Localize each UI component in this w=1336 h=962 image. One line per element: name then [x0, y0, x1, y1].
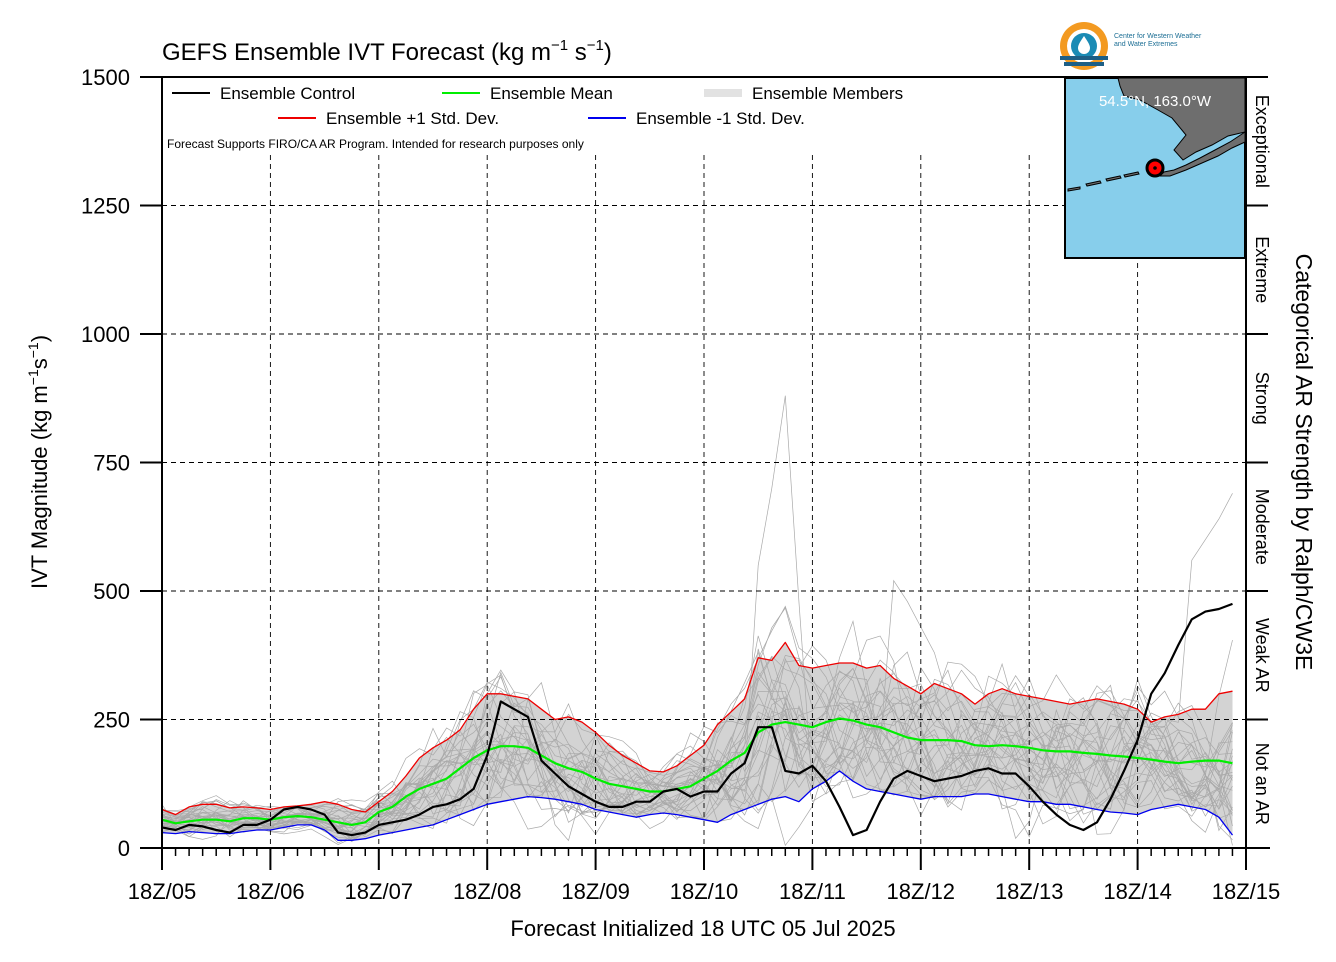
inset-land-alaska: [1117, 77, 1246, 161]
category-label: Moderate: [1252, 489, 1272, 565]
x-tick-label: 18Z/07: [345, 879, 414, 904]
category-label: Extreme: [1252, 236, 1272, 303]
ensemble-member-line: [161, 705, 1233, 835]
x-axis-label: Forecast Initialized 18 UTC 05 Jul 2025: [510, 916, 895, 941]
gridlines: [162, 155, 1246, 848]
ensemble-member-line: [161, 712, 1233, 844]
category-label: Exceptional: [1252, 95, 1272, 188]
ensemble-member-line: [161, 605, 1233, 835]
y-tick-label: 1000: [81, 322, 130, 347]
disclaimer-note: Forecast Supports FIRO/CA AR Program. In…: [167, 137, 584, 151]
cw3e-logo-text: Center for Western Weather and Water Ext…: [1114, 33, 1202, 48]
cw3e-logo: Center for Western Weather and Water Ext…: [1058, 20, 1298, 72]
x-tick-label: 18Z/12: [887, 879, 956, 904]
category-label: Weak AR: [1252, 618, 1272, 693]
x-tick-label: 18Z/14: [1103, 879, 1172, 904]
x-tick-label: 18Z/06: [236, 879, 305, 904]
axes: [140, 76, 1270, 870]
ar-category-labels: Not an AR Weak AR Moderate Strong Extreme Exc…: [1252, 95, 1272, 825]
series-line-ensemble-1-std-dev-: [161, 641, 1233, 816]
ensemble-member-line: [161, 493, 1233, 839]
series-line-ensemble-mean: [161, 717, 1233, 826]
x-tick-label: 18Z/13: [995, 879, 1064, 904]
y-tick-label: 500: [93, 579, 130, 604]
cw3e-logo-icon: [1060, 22, 1108, 70]
ensemble-member-line: [161, 651, 1233, 828]
legend-label: Ensemble +1 Std. Dev.: [326, 109, 499, 128]
y-tick-label: 1500: [81, 65, 130, 90]
y-tick-label: 750: [93, 451, 130, 476]
y-tick-label: 0: [118, 836, 130, 861]
x-tick-label: 18Z/10: [670, 879, 739, 904]
ensemble-members-layer: [161, 395, 1233, 847]
legend-label: Ensemble Control: [220, 84, 355, 103]
location-inset-map: 54.5°N, 163.0°W: [1064, 77, 1246, 259]
ensemble-member-line: [161, 696, 1233, 847]
y-axis-label: IVT Magnitude (kg m−1s−1): [25, 335, 52, 589]
ensemble-member-line: [161, 671, 1233, 835]
ensemble-member-line: [161, 635, 1233, 828]
x-tick-label: 18Z/11: [779, 879, 846, 904]
legend-label: Ensemble Mean: [490, 84, 613, 103]
y-tick-label: 1250: [81, 194, 130, 219]
legend: Ensemble Control Ensemble Mean Ensemble Me…: [172, 84, 903, 128]
x-tick-label: 18Z/08: [453, 879, 522, 904]
category-label: Not an AR: [1252, 743, 1272, 825]
series-layer: [161, 602, 1234, 841]
ensemble-member-line: [161, 710, 1233, 846]
x-tick-label: 18Z/09: [561, 879, 630, 904]
legend-label: Ensemble -1 Std. Dev.: [636, 109, 805, 128]
chart-title: GEFS Ensemble IVT Forecast (kg m−1 s−1): [162, 37, 612, 66]
ensemble-member-line: [161, 707, 1233, 841]
ensemble-member-line: [161, 691, 1233, 839]
ensemble-member-line: [161, 702, 1233, 841]
series-line-ensemble-control: [161, 602, 1233, 837]
y-tick-label: 250: [93, 708, 130, 733]
ensemble-member-line: [161, 579, 1233, 827]
x-tick-label: 18Z/15: [1212, 879, 1281, 904]
ensemble-member-line: [161, 645, 1233, 826]
legend-label: Ensemble Members: [752, 84, 903, 103]
category-label: Strong: [1252, 372, 1272, 425]
x-tick-label: 18Z/05: [128, 879, 197, 904]
inset-aleutian-islands: [1067, 171, 1140, 192]
inset-location-marker-dot: [1153, 166, 1157, 170]
series-line-ensemble-1-std-dev-: [161, 770, 1234, 841]
inset-coordinates: 54.5°N, 163.0°W: [1099, 93, 1212, 110]
right-axis-label: Categorical AR Strength by Ralph/CW3E: [1291, 254, 1317, 671]
tick-labels: 0 250 500 750 1000 1250 1500 18Z/05 18Z/06 18Z/07…: [81, 65, 1280, 904]
